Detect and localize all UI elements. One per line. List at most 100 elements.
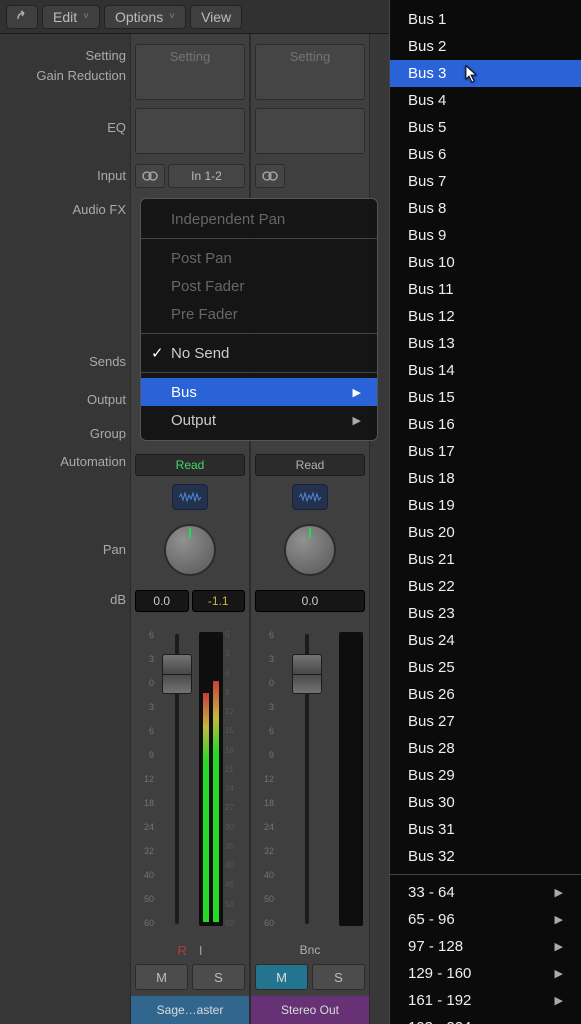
bus-item-label: Bus 32	[408, 848, 455, 865]
submenu-arrow-icon: ▶	[555, 967, 563, 980]
bus-item[interactable]: Bus 28	[390, 735, 581, 762]
bus-item[interactable]: Bus 9	[390, 222, 581, 249]
record-enable[interactable]: R	[177, 943, 186, 958]
input-selector[interactable]: In 1-2	[168, 164, 245, 188]
fader-cap[interactable]	[292, 654, 322, 694]
level-meter	[199, 632, 223, 926]
bus-item[interactable]: Bus 4	[390, 87, 581, 114]
bus-item[interactable]: Bus 8	[390, 195, 581, 222]
bus-item[interactable]: Bus 6	[390, 141, 581, 168]
stereo-icon[interactable]	[255, 164, 285, 188]
fader-cap[interactable]	[162, 654, 192, 694]
label-eq: EQ	[6, 120, 126, 135]
menu-item-label: Post Pan	[171, 250, 232, 267]
pan-knob[interactable]	[284, 524, 336, 576]
db-value[interactable]: 0.0	[255, 590, 365, 612]
submenu-arrow-icon: ▶	[353, 414, 361, 427]
bus-item[interactable]: Bus 22	[390, 573, 581, 600]
menu-item[interactable]: Bus▶	[141, 378, 377, 406]
bus-item[interactable]: Bus 17	[390, 438, 581, 465]
eq-slot[interactable]	[135, 108, 245, 154]
automation-mode[interactable]: Read	[255, 454, 365, 476]
bus-item[interactable]: Bus 23	[390, 600, 581, 627]
mute-button[interactable]: M	[135, 964, 188, 990]
submenu-arrow-icon: ▶	[555, 994, 563, 1007]
bus-item-label: Bus 6	[408, 146, 446, 163]
bus-item-label: Bus 4	[408, 92, 446, 109]
bus-item[interactable]: Bus 12	[390, 303, 581, 330]
pan-knob[interactable]	[164, 524, 216, 576]
bus-item-label: Bus 5	[408, 119, 446, 136]
cursor-icon	[465, 65, 481, 81]
db-value[interactable]: 0.0	[135, 590, 189, 612]
bus-item[interactable]: Bus 21	[390, 546, 581, 573]
menu-item-label: Output	[171, 412, 216, 429]
bus-item[interactable]: Bus 14	[390, 357, 581, 384]
label-output: Output	[6, 392, 126, 407]
bus-item-label: Bus 14	[408, 362, 455, 379]
eq-slot[interactable]	[255, 108, 365, 154]
view-menu[interactable]: View	[190, 5, 242, 29]
menu-item[interactable]: ✓No Send	[141, 339, 377, 367]
options-menu[interactable]: Options ˅	[104, 5, 186, 29]
bus-item[interactable]: Bus 24	[390, 627, 581, 654]
bus-range-item[interactable]: 129 - 160▶	[390, 960, 581, 987]
bus-range-item[interactable]: 193 - 224▶	[390, 1014, 581, 1024]
label-audio-fx: Audio FX	[6, 202, 126, 217]
bus-item[interactable]: Bus 5	[390, 114, 581, 141]
bus-item[interactable]: Bus 19	[390, 492, 581, 519]
bus-range-item[interactable]: 33 - 64▶	[390, 879, 581, 906]
sends-context-menu: Independent PanPost PanPost FaderPre Fad…	[140, 198, 378, 441]
bus-item[interactable]: Bus 20	[390, 519, 581, 546]
bus-item-label: Bus 9	[408, 227, 446, 244]
setting-slot[interactable]: Setting	[135, 44, 245, 100]
bus-item[interactable]: Bus 2	[390, 33, 581, 60]
menu-item[interactable]: Output ▶	[141, 406, 377, 434]
bus-item[interactable]: Bus 1	[390, 6, 581, 33]
record-input-row: Bnc	[255, 940, 365, 960]
input-monitor[interactable]: I	[199, 943, 203, 958]
bus-range-item[interactable]: 97 - 128▶	[390, 933, 581, 960]
bounce-button[interactable]: Bnc	[300, 943, 321, 957]
edit-menu[interactable]: Edit ˅	[42, 5, 100, 29]
bus-item[interactable]: Bus 13	[390, 330, 581, 357]
bus-item[interactable]: Bus 16	[390, 411, 581, 438]
bus-range-item[interactable]: 161 - 192▶	[390, 987, 581, 1014]
link-icon-button[interactable]	[6, 5, 38, 29]
mute-button[interactable]: M	[255, 964, 308, 990]
bus-item[interactable]: Bus 27	[390, 708, 581, 735]
solo-button[interactable]: S	[312, 964, 365, 990]
menu-item-label: No Send	[171, 345, 229, 362]
track-name[interactable]: Stereo Out	[251, 996, 369, 1024]
bus-item[interactable]: Bus 32	[390, 843, 581, 870]
waveform-icon[interactable]	[292, 484, 328, 510]
db-peak[interactable]: -1.1	[192, 590, 246, 612]
bus-item[interactable]: Bus 18	[390, 465, 581, 492]
stereo-icon[interactable]	[135, 164, 165, 188]
bus-item[interactable]: Bus 10	[390, 249, 581, 276]
bus-item[interactable]: Bus 15	[390, 384, 581, 411]
bus-item[interactable]: Bus 25	[390, 654, 581, 681]
menu-item-label: Bus	[171, 384, 197, 401]
fader-scale: 63036912182432405060	[255, 624, 277, 934]
menu-item-label: Pre Fader	[171, 306, 238, 323]
track-name[interactable]: Sage…aster	[131, 996, 249, 1024]
fader-track[interactable]	[157, 624, 197, 934]
solo-button[interactable]: S	[192, 964, 245, 990]
meter-scale: 0369121518212427303540455060	[225, 624, 245, 934]
waveform-icon[interactable]	[172, 484, 208, 510]
db-row: 0.0-1.1	[135, 590, 245, 612]
bus-item[interactable]: Bus 11	[390, 276, 581, 303]
bus-item[interactable]: Bus 30	[390, 789, 581, 816]
bus-range-item[interactable]: 65 - 96▶	[390, 906, 581, 933]
bus-item[interactable]: Bus 29	[390, 762, 581, 789]
fader-track[interactable]	[277, 624, 337, 934]
setting-slot[interactable]: Setting	[255, 44, 365, 100]
bus-item[interactable]: Bus 31	[390, 816, 581, 843]
fader-scale: 63036912182432405060	[135, 624, 157, 934]
bus-item[interactable]: Bus 7	[390, 168, 581, 195]
automation-mode[interactable]: Read	[135, 454, 245, 476]
bus-item-label: Bus 15	[408, 389, 455, 406]
bus-item[interactable]: Bus 26	[390, 681, 581, 708]
bus-item[interactable]: Bus 3	[390, 60, 581, 87]
